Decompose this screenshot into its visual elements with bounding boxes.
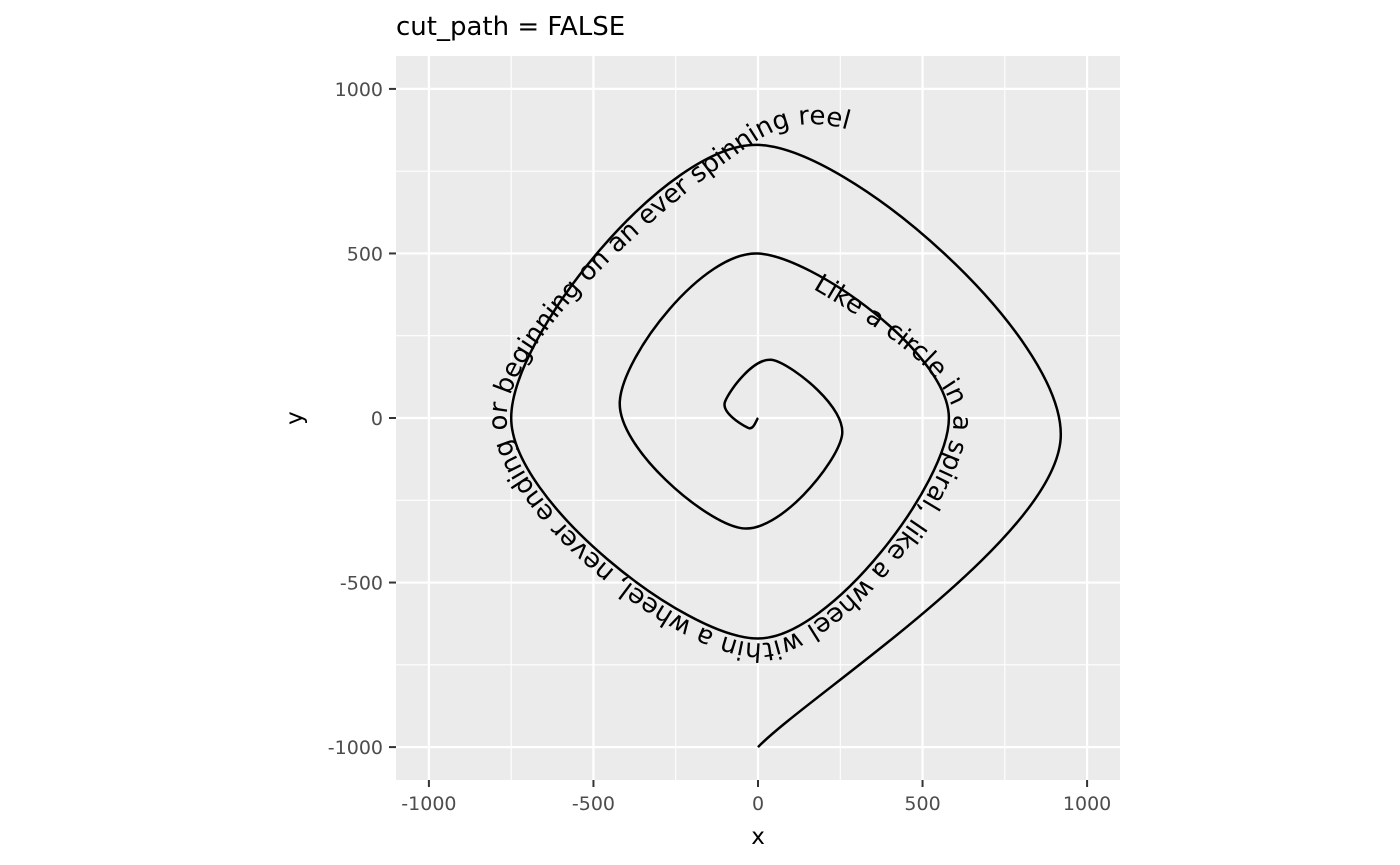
- x-tick-label: -1000: [401, 793, 456, 815]
- y-axis-title: y: [282, 411, 308, 425]
- y-tick-label: 1000: [335, 79, 383, 101]
- y-tick-label: -500: [340, 573, 383, 595]
- y-tick-label: -1000: [328, 737, 383, 759]
- x-axis-title: x: [751, 824, 765, 850]
- y-axis: -1000 -500 0 500 1000: [328, 79, 396, 759]
- x-axis: -1000 -500 0 500 1000: [401, 780, 1111, 815]
- y-tick-label: 500: [347, 243, 383, 265]
- x-tick-label: 500: [904, 793, 940, 815]
- spiral-line: [509, 143, 1063, 748]
- x-tick-label: 0: [752, 793, 764, 815]
- y-tick-label: 0: [371, 408, 383, 430]
- plot-title: cut_path = FALSE: [396, 12, 625, 42]
- x-tick-label: 1000: [1063, 793, 1111, 815]
- x-tick-label: -500: [572, 793, 615, 815]
